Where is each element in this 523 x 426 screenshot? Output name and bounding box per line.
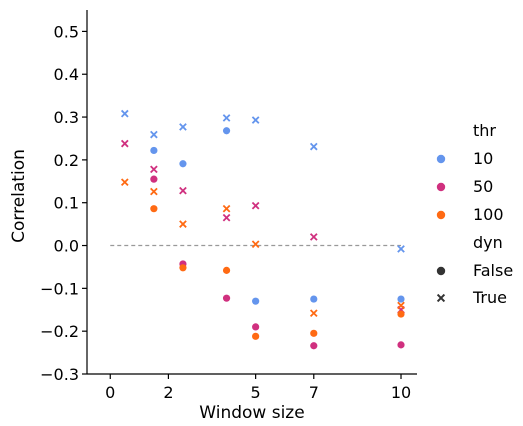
x-marker-stroke bbox=[397, 245, 405, 253]
data-point-cross bbox=[150, 187, 158, 196]
data-point-circle bbox=[150, 146, 158, 155]
x-marker-stroke bbox=[222, 204, 231, 213]
x-tick-label: 10 bbox=[391, 383, 411, 402]
data-points bbox=[120, 109, 405, 350]
series-thr-100-dyn-false bbox=[150, 205, 405, 340]
x-axis-label: Window size bbox=[199, 403, 304, 423]
data-point-circle bbox=[310, 329, 318, 337]
x-marker-stroke bbox=[251, 116, 260, 124]
y-tick-label: 0.1 bbox=[54, 194, 79, 213]
axes: −0.3 −0.2 −0.1 0.0 0.1 0.2 0.3 0.4 0.5 0 2 5 7 10 Wind… bbox=[9, 10, 417, 423]
x-marker-stroke bbox=[436, 293, 446, 303]
legend-marker-thr bbox=[436, 182, 446, 192]
data-point-cross bbox=[309, 142, 318, 151]
legend-marker-circle bbox=[436, 266, 446, 276]
y-axis-label: Correlation bbox=[9, 149, 29, 243]
data-point-cross bbox=[179, 220, 187, 228]
x-marker-stroke bbox=[120, 139, 129, 148]
data-point-cross bbox=[251, 116, 260, 124]
data-point-cross bbox=[179, 123, 187, 131]
series-thr-10-dyn-false bbox=[150, 127, 405, 305]
legend-marker-thr bbox=[436, 154, 446, 164]
data-point-circle bbox=[252, 297, 260, 305]
data-point-cross bbox=[120, 109, 129, 118]
series-thr-50-dyn-false bbox=[150, 175, 405, 350]
data-point-cross bbox=[179, 186, 187, 195]
data-point-circle bbox=[222, 294, 231, 302]
series-thr-50-dyn-true bbox=[120, 139, 405, 314]
data-point-circle bbox=[252, 323, 260, 331]
data-point-cross bbox=[251, 240, 260, 249]
x-marker-stroke bbox=[179, 186, 187, 195]
legend-label-thr: 50 bbox=[473, 177, 493, 196]
data-point-circle bbox=[222, 266, 231, 274]
data-point-circle bbox=[150, 175, 158, 183]
legend-label-thr: 100 bbox=[473, 205, 504, 224]
data-point-cross bbox=[251, 201, 260, 210]
data-point-circle bbox=[179, 160, 187, 168]
y-tick-label: 0.2 bbox=[54, 151, 79, 170]
data-point-circle bbox=[150, 205, 158, 213]
legend-label-dyn: True bbox=[472, 288, 507, 307]
x-marker-stroke bbox=[251, 240, 260, 249]
data-point-circle bbox=[222, 127, 231, 135]
data-point-circle bbox=[310, 342, 318, 350]
data-point-cross bbox=[222, 213, 231, 222]
legend-label-dyn: False bbox=[473, 261, 513, 280]
data-point-cross bbox=[150, 130, 158, 139]
data-point-cross bbox=[397, 245, 405, 253]
x-marker-stroke bbox=[309, 309, 318, 318]
x-tick-label: 5 bbox=[251, 383, 261, 402]
y-tick-label: 0.3 bbox=[54, 108, 79, 127]
x-marker-stroke bbox=[179, 220, 187, 228]
series-thr-10-dyn-true bbox=[120, 109, 405, 253]
data-point-circle bbox=[310, 295, 318, 303]
data-point-circle bbox=[397, 341, 405, 349]
legend-title-thr: thr bbox=[473, 121, 496, 140]
data-point-circle bbox=[397, 295, 405, 303]
y-tick-label: −0.2 bbox=[40, 322, 79, 341]
x-marker-stroke bbox=[222, 114, 231, 122]
x-marker-stroke bbox=[150, 165, 158, 174]
y-tick-label: −0.3 bbox=[40, 365, 79, 384]
data-point-cross bbox=[222, 204, 231, 213]
x-marker-stroke bbox=[309, 142, 318, 151]
data-point-circle bbox=[179, 264, 187, 272]
x-marker-stroke bbox=[120, 178, 129, 186]
x-marker-stroke bbox=[397, 301, 405, 310]
y-tick-label: 0.4 bbox=[54, 65, 79, 84]
x-marker-stroke bbox=[251, 201, 260, 210]
x-marker-stroke bbox=[150, 187, 158, 196]
x-marker-stroke bbox=[120, 109, 129, 118]
x-marker-stroke bbox=[179, 123, 187, 131]
y-tick-label: 0.5 bbox=[54, 22, 79, 41]
data-point-circle bbox=[252, 332, 260, 340]
legend-marker-thr bbox=[436, 210, 446, 220]
data-point-cross bbox=[150, 165, 158, 174]
data-point-cross bbox=[120, 139, 129, 148]
data-point-cross bbox=[397, 301, 405, 310]
x-marker-stroke bbox=[309, 233, 318, 241]
data-point-cross bbox=[309, 309, 318, 318]
series-thr-100-dyn-true bbox=[120, 178, 405, 318]
data-point-circle bbox=[397, 310, 405, 318]
legend-marker-cross bbox=[436, 293, 446, 303]
x-tick-label: 0 bbox=[105, 383, 115, 402]
legend: thr 10 50 100 dyn False True bbox=[436, 121, 513, 307]
data-point-cross bbox=[120, 178, 129, 186]
legend-title-dyn: dyn bbox=[473, 233, 503, 252]
y-tick-label: −0.1 bbox=[40, 279, 79, 298]
x-marker-stroke bbox=[222, 213, 231, 222]
data-point-cross bbox=[309, 233, 318, 241]
x-tick-label: 7 bbox=[309, 383, 319, 402]
data-point-cross bbox=[222, 114, 231, 122]
legend-label-thr: 10 bbox=[473, 149, 493, 168]
x-tick-label: 2 bbox=[163, 383, 173, 402]
x-marker-stroke bbox=[150, 130, 158, 139]
y-tick-label: 0.0 bbox=[54, 237, 79, 256]
